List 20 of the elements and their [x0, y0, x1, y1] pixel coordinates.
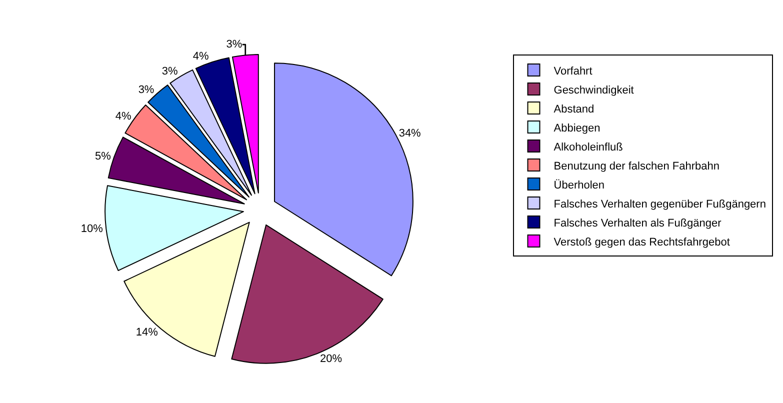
data-label: 4% [192, 50, 210, 63]
data-label: 3% [138, 84, 154, 96]
legend-label: Geschwindigkeit [554, 84, 634, 96]
data-label: 20% [320, 352, 342, 365]
legend-label: Benutzung der falschen Fahrbahn [554, 160, 720, 172]
data-label: 5% [94, 150, 112, 162]
legend-label: Abstand [554, 103, 594, 116]
data-label: 34% [398, 127, 422, 140]
data-label: 3% [226, 38, 242, 51]
legend-label: Verstoß gegen das Rechtsfahrgebot [554, 236, 730, 248]
legend-label: Falsches Verhalten gegenüber Fußgängern [554, 198, 766, 210]
legend-label: Alkoholeinfluß [554, 141, 624, 154]
data-label: 3% [162, 66, 178, 78]
legend-label: Überholen [554, 178, 605, 192]
legend-label: Falsches Verhalten als Fußgänger [554, 217, 722, 230]
data-label: 14% [136, 326, 158, 339]
data-label: 4% [115, 110, 132, 122]
data-label: 10% [80, 223, 104, 236]
legend-label: Abbiegen [554, 122, 600, 134]
legend-label: Vorfahrt [554, 65, 592, 78]
